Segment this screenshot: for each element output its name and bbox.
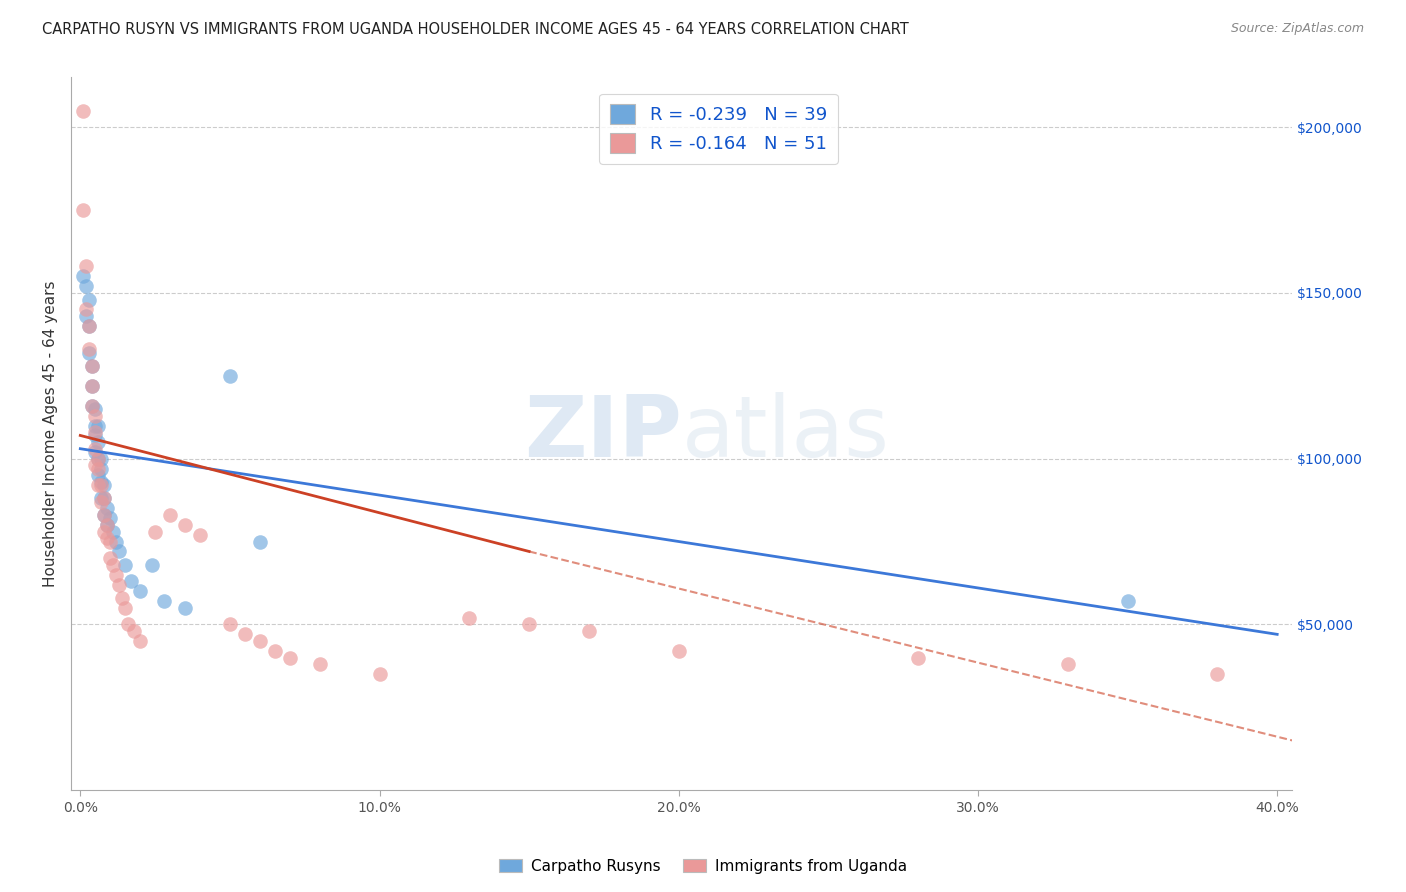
Point <box>84 418 107 433</box>
Point <box>96 518 118 533</box>
Point <box>77 343 100 357</box>
Point <box>77 293 100 307</box>
Point <box>93 524 115 539</box>
Point <box>96 518 118 533</box>
Point <box>141 558 163 572</box>
Point <box>103 558 125 572</box>
Legend: R = -0.239   N = 39, R = -0.164   N = 51: R = -0.239 N = 39, R = -0.164 N = 51 <box>599 94 838 164</box>
Point <box>90 475 112 489</box>
Point <box>87 435 110 450</box>
Point <box>87 468 110 483</box>
Point <box>72 202 94 217</box>
Point <box>233 627 256 641</box>
Point <box>77 345 100 359</box>
Point <box>278 650 301 665</box>
Text: Source: ZipAtlas.com: Source: ZipAtlas.com <box>1230 22 1364 36</box>
Point <box>96 531 118 545</box>
Point <box>84 401 107 416</box>
Point <box>219 617 242 632</box>
Point <box>263 644 285 658</box>
Point <box>249 634 271 648</box>
Point <box>82 378 104 392</box>
Point <box>105 534 128 549</box>
Point <box>98 511 121 525</box>
Point <box>114 600 136 615</box>
Point <box>77 319 100 334</box>
Point <box>75 260 97 274</box>
Point <box>93 491 115 506</box>
Point <box>219 368 242 383</box>
Point <box>93 508 115 522</box>
Point <box>82 399 104 413</box>
Point <box>108 577 131 591</box>
Point <box>84 445 107 459</box>
Point <box>122 624 145 638</box>
Point <box>82 359 104 373</box>
Point <box>578 624 600 638</box>
Point <box>368 667 391 681</box>
Point <box>84 428 107 442</box>
Point <box>105 567 128 582</box>
Point <box>517 617 540 632</box>
Point <box>87 451 110 466</box>
Point <box>103 524 125 539</box>
Point <box>111 591 134 605</box>
Point <box>188 528 211 542</box>
Y-axis label: Householder Income Ages 45 - 64 years: Householder Income Ages 45 - 64 years <box>44 281 58 587</box>
Point <box>87 461 110 475</box>
Point <box>90 478 112 492</box>
Point <box>82 359 104 373</box>
Point <box>72 269 94 284</box>
Point <box>159 508 181 522</box>
Point <box>72 103 94 118</box>
Point <box>114 558 136 572</box>
Point <box>1206 667 1229 681</box>
Point <box>668 644 690 658</box>
Point <box>308 657 330 672</box>
Point <box>75 302 97 317</box>
Point <box>93 491 115 506</box>
Point <box>84 442 107 456</box>
Point <box>93 508 115 522</box>
Point <box>82 378 104 392</box>
Point <box>84 409 107 423</box>
Point <box>153 594 176 608</box>
Point <box>84 458 107 473</box>
Point <box>108 544 131 558</box>
Point <box>174 600 197 615</box>
Point <box>143 524 166 539</box>
Point <box>1116 594 1139 608</box>
Point <box>98 551 121 566</box>
Point <box>458 611 481 625</box>
Point <box>77 319 100 334</box>
Point <box>90 461 112 475</box>
Point <box>87 478 110 492</box>
Point <box>90 491 112 506</box>
Point <box>82 399 104 413</box>
Point <box>90 494 112 508</box>
Point <box>75 279 97 293</box>
Point <box>1056 657 1078 672</box>
Point <box>117 617 139 632</box>
Point <box>87 451 110 466</box>
Point <box>96 501 118 516</box>
Point <box>98 534 121 549</box>
Point <box>174 518 197 533</box>
Text: ZIP: ZIP <box>524 392 682 475</box>
Legend: Carpatho Rusyns, Immigrants from Uganda: Carpatho Rusyns, Immigrants from Uganda <box>492 853 914 880</box>
Point <box>75 309 97 323</box>
Point <box>907 650 929 665</box>
Point <box>90 451 112 466</box>
Text: atlas: atlas <box>682 392 890 475</box>
Text: CARPATHO RUSYN VS IMMIGRANTS FROM UGANDA HOUSEHOLDER INCOME AGES 45 - 64 YEARS C: CARPATHO RUSYN VS IMMIGRANTS FROM UGANDA… <box>42 22 908 37</box>
Point <box>129 634 152 648</box>
Point <box>84 425 107 439</box>
Point <box>93 478 115 492</box>
Point <box>249 534 271 549</box>
Point <box>129 584 152 599</box>
Point <box>120 574 142 589</box>
Point <box>87 418 110 433</box>
